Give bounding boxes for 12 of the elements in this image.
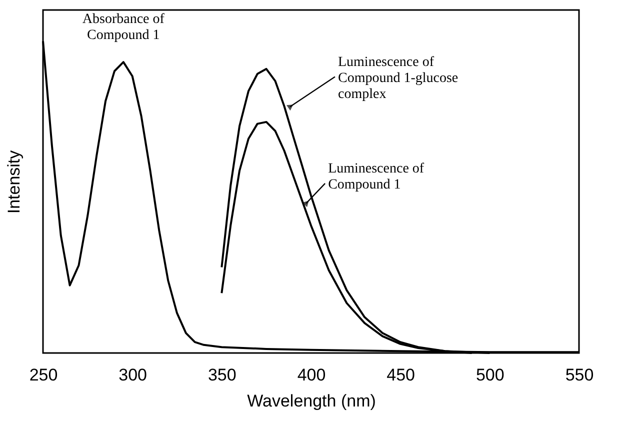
x-axis-title: Wavelength (nm) [247,392,376,410]
annotation: Absorbance of Compound 1 [82,12,165,44]
x-tick-label: 450 [386,366,416,384]
y-axis-title: Intensity [4,150,24,214]
x-tick-label: 300 [118,366,148,384]
x-tick-label: 250 [29,366,58,384]
x-tick-label: 550 [565,366,594,384]
x-tick-label: 400 [297,366,326,384]
x-tick-label: 500 [476,366,504,384]
annotation: Luminescence of Compound 1 [328,161,424,192]
x-tick-label: 350 [208,366,236,384]
annotation: Luminescence of Compound 1-glucose complex [338,54,458,102]
